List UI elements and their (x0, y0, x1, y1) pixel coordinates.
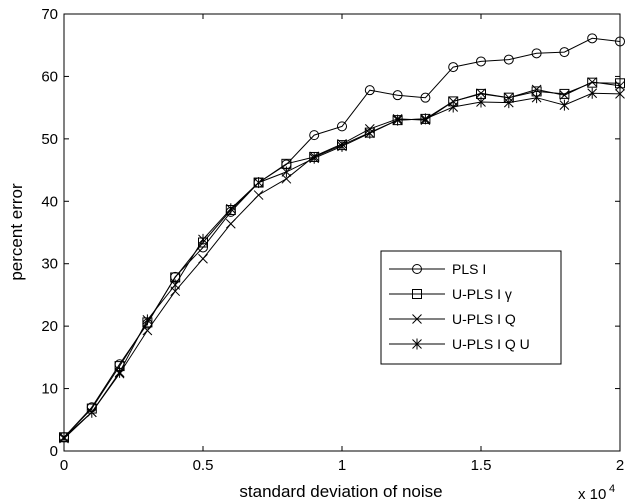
data-point (587, 33, 598, 44)
data-point (225, 218, 236, 229)
data-point (281, 173, 292, 184)
data-point (531, 84, 542, 95)
data-point (587, 87, 598, 99)
y-tick-label: 30 (41, 256, 58, 273)
data-point (364, 127, 375, 139)
data-point (615, 88, 625, 100)
data-point (253, 190, 264, 200)
y-tick-label: 20 (41, 318, 58, 335)
legend-marker (412, 314, 422, 324)
data-point (476, 88, 486, 99)
x-tick-label: 0 (60, 457, 68, 474)
data-point (476, 96, 486, 108)
data-point (198, 233, 208, 245)
data-point (309, 152, 320, 164)
y-axis-label: percent error (7, 183, 26, 281)
y-tick-label: 60 (41, 68, 58, 85)
data-point (337, 121, 347, 132)
x-tick-label: 1.5 (471, 457, 492, 474)
y-tick-label: 40 (41, 193, 58, 210)
data-point (114, 366, 125, 378)
data-point (420, 113, 431, 125)
data-point (337, 140, 347, 152)
x-axis-multiplier-exponent: 4 (609, 483, 615, 495)
data-point (142, 325, 153, 336)
plot-frame (63, 13, 621, 452)
legend-label: U-PLS I γ (452, 286, 512, 302)
legend-label: U-PLS I Q (452, 311, 516, 327)
x-tick-label: 0.5 (193, 457, 214, 474)
data-point (86, 406, 97, 418)
legend-item: PLS I (389, 261, 486, 277)
x-axis-multiplier: x 10 4 (578, 483, 615, 502)
x-tick-label: 1 (338, 457, 346, 474)
legend-item: U-PLS I γ (389, 286, 512, 302)
data-point (392, 90, 403, 101)
x-axis-multiplier-base: x 10 (578, 486, 606, 502)
data-point (503, 97, 514, 109)
data-point (420, 92, 431, 103)
data-point (559, 47, 570, 58)
data-point (531, 92, 542, 104)
y-tick-label: 50 (41, 131, 58, 148)
data-point (392, 114, 403, 126)
data-point (503, 54, 514, 65)
data-point (309, 130, 320, 141)
data-point (587, 77, 598, 87)
legend-marker (412, 289, 422, 299)
data-point (225, 203, 236, 215)
data-point (253, 177, 264, 189)
data-point (476, 56, 486, 67)
y-tick-label: 10 (41, 381, 58, 398)
y-tick-label: 0 (50, 443, 58, 460)
data-point (448, 62, 459, 73)
data-point (59, 431, 69, 443)
legend-label: U-PLS I Q U (452, 336, 530, 352)
legend: PLS I U-PLS I γ U-PLS I Q U-PLS I Q U (380, 250, 562, 365)
legend-label: PLS I (452, 261, 486, 277)
data-point (142, 314, 153, 326)
legend-marker (412, 338, 422, 350)
data-point (170, 279, 181, 291)
legend-item: U-PLS I Q (389, 311, 516, 327)
data-point (559, 99, 570, 111)
x-tick-label: 2 (616, 457, 624, 474)
data-point (448, 101, 459, 113)
data-point (559, 90, 570, 101)
data-point (281, 166, 292, 178)
x-axis-label: standard deviation of noise (239, 482, 442, 501)
legend-item: U-PLS I Q U (389, 336, 530, 352)
data-point (615, 78, 625, 89)
data-point (615, 80, 625, 91)
legend-marker (412, 264, 422, 274)
legend-box (380, 250, 562, 365)
data-point (615, 36, 625, 47)
data-point (364, 85, 375, 96)
data-point (198, 253, 208, 264)
y-tick-label: 70 (41, 6, 58, 23)
series-4 (59, 87, 625, 443)
data-point (531, 48, 542, 59)
